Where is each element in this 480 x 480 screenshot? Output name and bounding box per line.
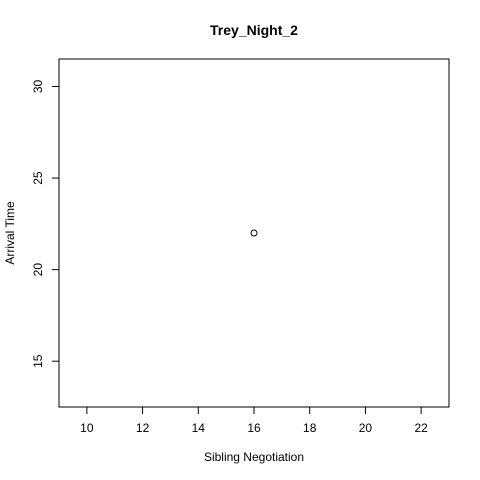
- x-tick-label-22: 22: [414, 421, 428, 435]
- x-tick-label-10: 10: [80, 421, 94, 435]
- chart-title: Trey_Night_2: [210, 22, 298, 38]
- y-tick-label-15: 15: [31, 354, 45, 368]
- y-axis-label: Arrival Time: [3, 201, 17, 265]
- y-tick-label-20: 20: [31, 263, 45, 277]
- y-tick-label-25: 25: [31, 171, 45, 185]
- plot-frame: [58, 58, 450, 408]
- x-tick-label-14: 14: [192, 421, 206, 435]
- data-points: [250, 229, 258, 237]
- y-axis: 15 20 25 30: [31, 79, 60, 368]
- x-axis-label: Sibling Negotiation: [204, 450, 304, 464]
- y-tick-label-30: 30: [31, 79, 45, 93]
- x-tick-label-12: 12: [136, 421, 150, 435]
- x-tick-label-16: 16: [247, 421, 261, 435]
- x-axis: 10 12 14 16 18 20 22: [80, 406, 428, 435]
- data-point-0: [250, 229, 258, 237]
- x-tick-label-20: 20: [359, 421, 373, 435]
- x-tick-label-18: 18: [303, 421, 317, 435]
